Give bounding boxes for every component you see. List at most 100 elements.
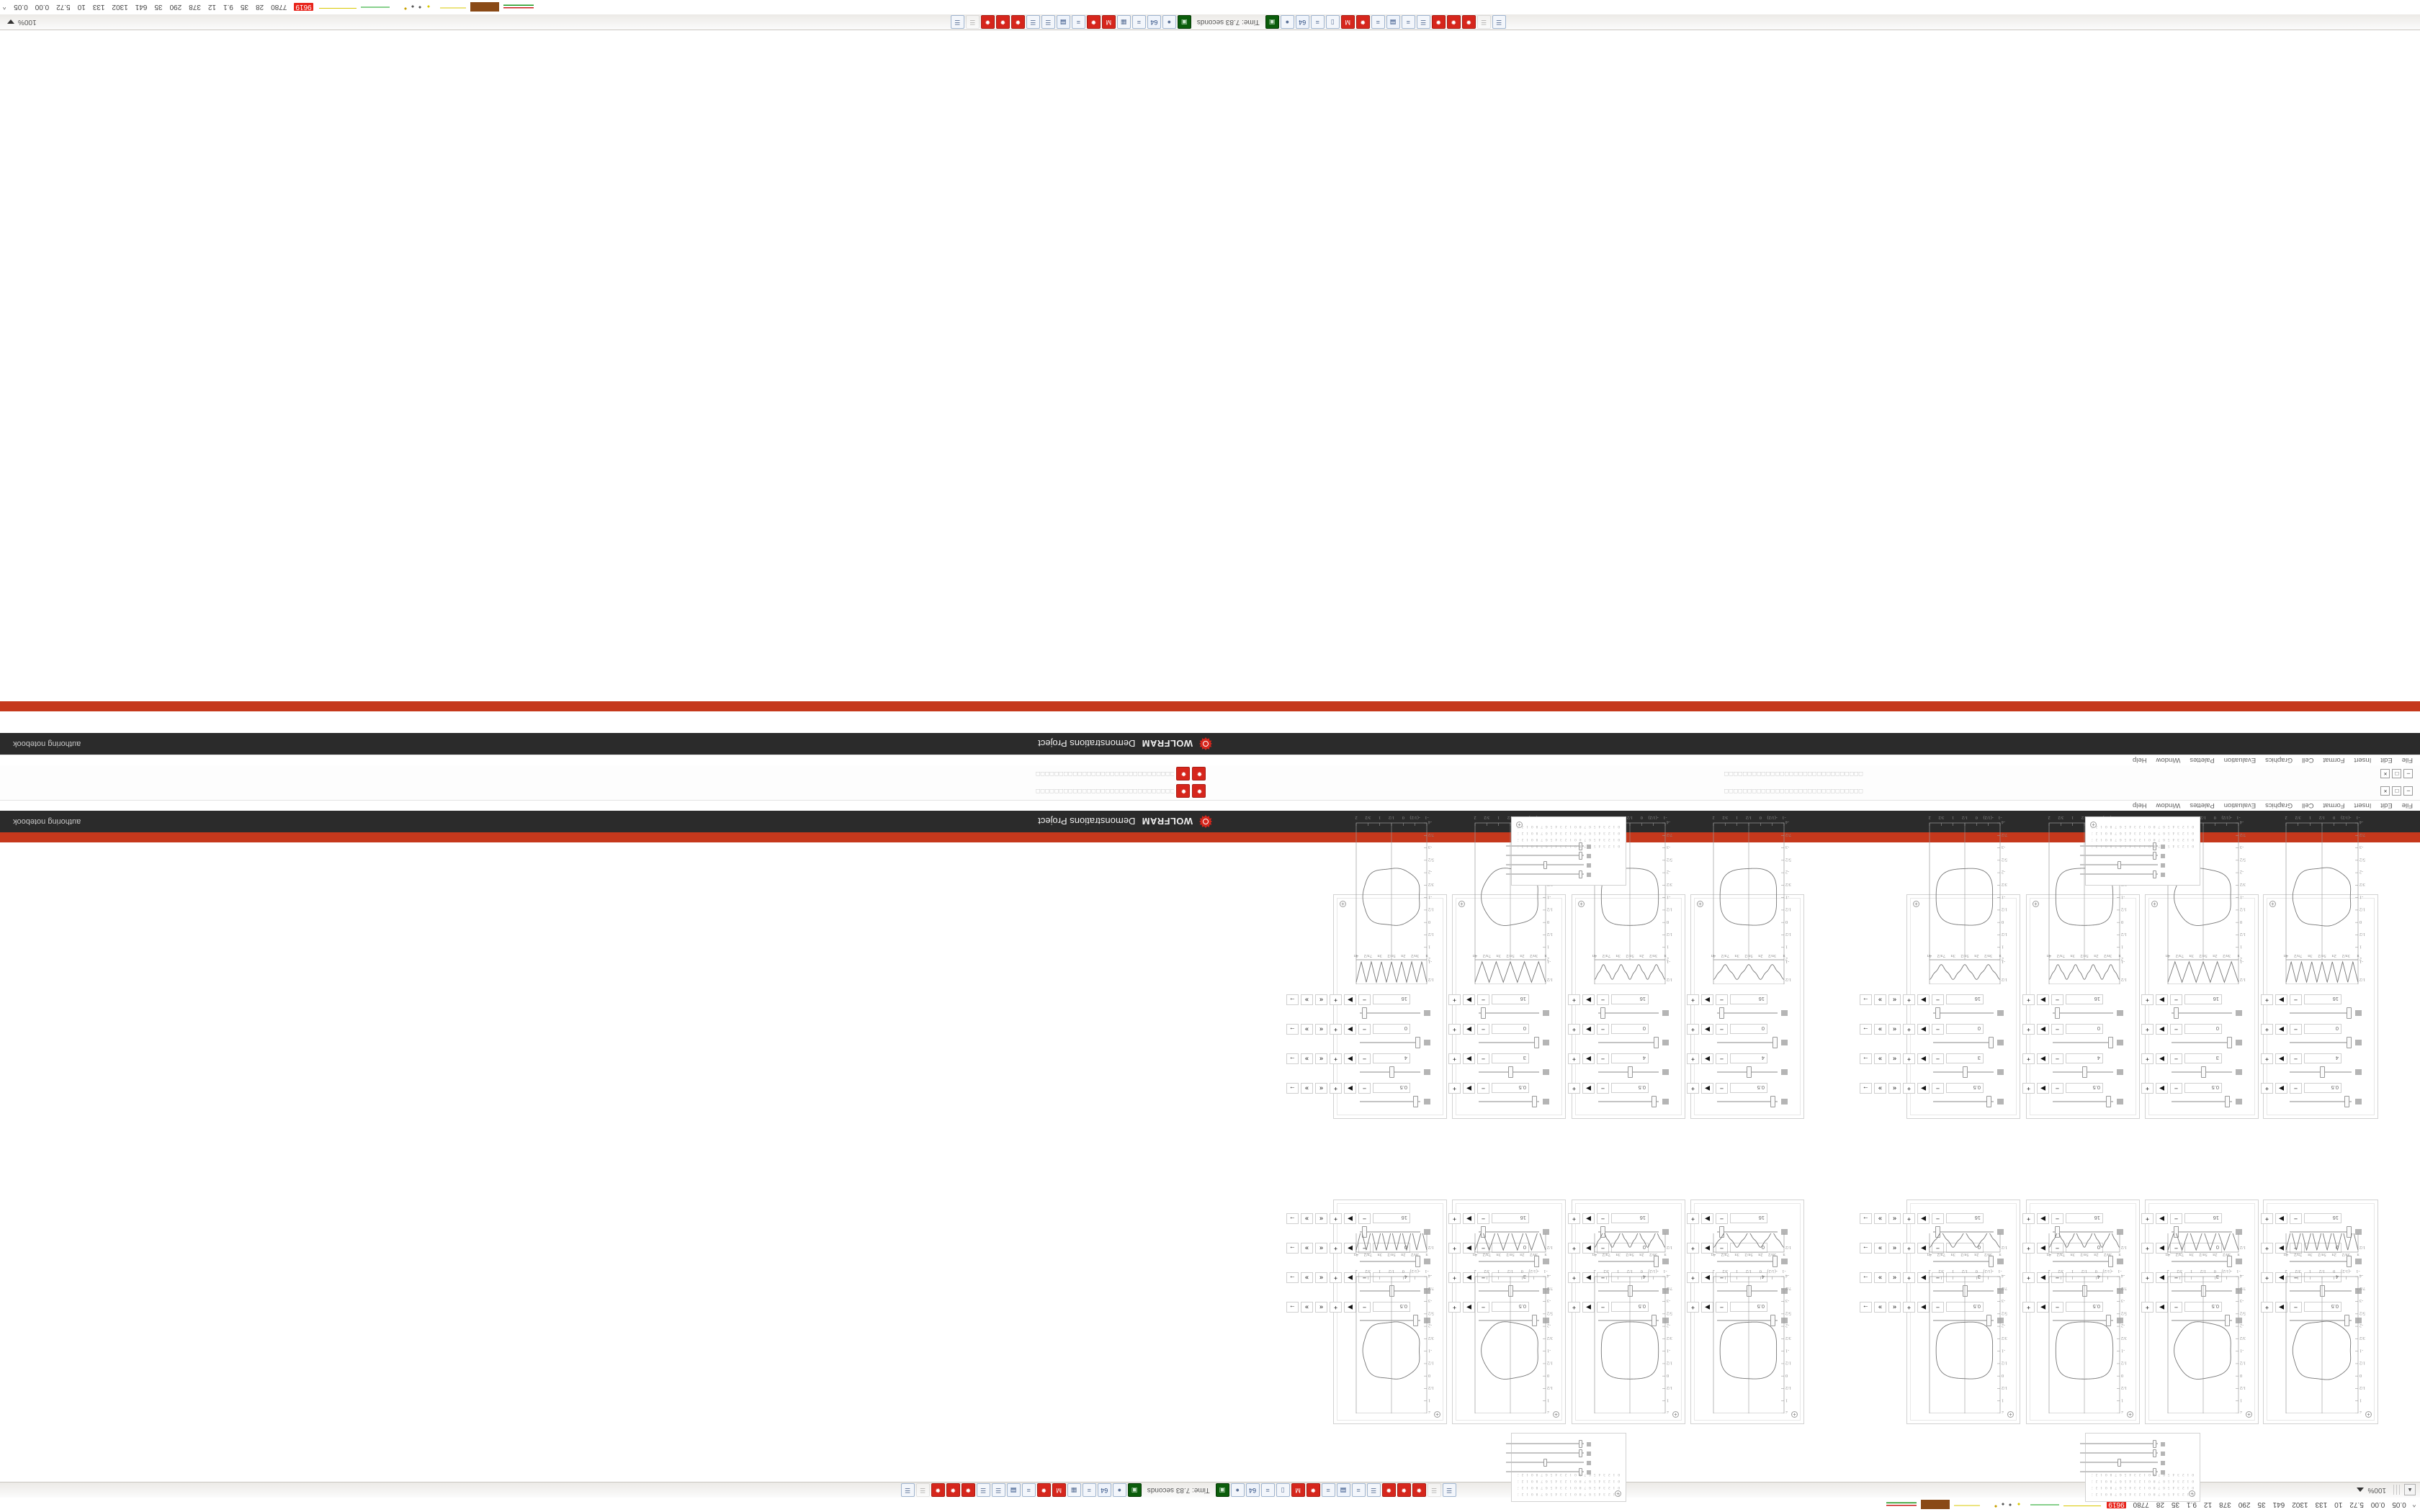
slider-value-field[interactable]: 16 bbox=[2066, 1213, 2103, 1224]
chevron-down-icon[interactable] bbox=[6, 19, 14, 24]
wolfram-spikey-icon[interactable]: ✹ bbox=[1355, 15, 1370, 29]
reset-button[interactable]: → bbox=[1860, 1272, 1872, 1283]
increment-button[interactable]: + bbox=[2022, 1024, 2035, 1035]
zoom-widget-2[interactable]: 100% bbox=[6, 18, 37, 26]
slider-row[interactable] bbox=[2080, 1458, 2192, 1467]
increment-button[interactable]: + bbox=[1687, 1053, 1699, 1064]
manipulate-palette-window[interactable]: + 0 1 2 3 4 5 6 7 8 0 1 2 3 4 5 6 7 8 0 … bbox=[1506, 1433, 1626, 1502]
slider-track[interactable] bbox=[1506, 1452, 1584, 1454]
collapse-slider-icon[interactable] bbox=[2355, 1010, 2362, 1016]
notebook-toolstrip-lower[interactable]: – □ × □□□□□□□□□□□□□□□□□□□□□□□□□□□□□□ ✹ ✹… bbox=[0, 765, 2420, 783]
reset-button[interactable]: → bbox=[1286, 1083, 1299, 1094]
book-icon[interactable]: ▤ bbox=[1056, 15, 1070, 29]
slider-row[interactable]: 0 −▶+«»→ bbox=[1286, 1020, 1436, 1049]
play-button[interactable]: ▶ bbox=[1344, 1053, 1356, 1064]
collapse-slider-icon[interactable] bbox=[1543, 1010, 1549, 1016]
slider-value-field[interactable]: 4 bbox=[1611, 1053, 1649, 1064]
slider-control-block[interactable]: 0.5 −▶+«»→ 3 −▶+«»→ 0 −▶+«»→ 16 −▶+«»→ bbox=[1860, 990, 2009, 1108]
slider-thumb[interactable] bbox=[1654, 1037, 1659, 1048]
slider-value-field[interactable]: 0.5 bbox=[2304, 1083, 2341, 1094]
book-icon[interactable]: ▤ bbox=[1386, 15, 1400, 29]
slider-value-field[interactable]: 16 bbox=[1492, 994, 1529, 1005]
slider-thumb[interactable] bbox=[1627, 1066, 1633, 1078]
play-button[interactable]: ▶ bbox=[2275, 1024, 2287, 1035]
play-button[interactable]: ▶ bbox=[1463, 1024, 1475, 1035]
slider-value-field[interactable]: 16 bbox=[2304, 994, 2341, 1005]
slider-button-row[interactable]: 16 −▶+«»→ bbox=[1286, 1213, 1410, 1224]
notepad-icon[interactable]: ≡ bbox=[1071, 15, 1085, 29]
increment-button[interactable]: + bbox=[1687, 1272, 1699, 1283]
menu-item-help[interactable]: Help bbox=[2133, 801, 2147, 810]
slider-value-field[interactable]: 16 bbox=[2184, 1213, 2222, 1224]
increment-button[interactable]: + bbox=[1687, 994, 1699, 1005]
increment-button[interactable]: + bbox=[1448, 1243, 1461, 1254]
slider-thumb[interactable] bbox=[1989, 1037, 1994, 1048]
slider-row[interactable]: 16 −▶+«»→ bbox=[1860, 990, 2009, 1020]
slider-button-row[interactable]: 4 −▶+«»→ bbox=[1286, 1053, 1410, 1064]
slider-row[interactable]: 16 −▶+«»→ bbox=[1979, 990, 2129, 1020]
slider-thumb[interactable] bbox=[1481, 1007, 1487, 1019]
plot-graphics[interactable]: -1 -(1/2) 0 1/2 1 3/2 2 2 1 1/2 0 - bbox=[1345, 804, 1434, 984]
slider-value-field[interactable]: 4 bbox=[2066, 1053, 2103, 1064]
decrement-button[interactable]: − bbox=[2170, 994, 2182, 1005]
collapse-slider-icon[interactable] bbox=[2161, 873, 2165, 877]
slider-value-field[interactable]: 4 bbox=[1373, 1053, 1410, 1064]
slider-control-block[interactable]: 0.5 −▶+«»→ 4 −▶+«»→ 0 −▶+«»→ 16 −▶+«»→ bbox=[1644, 990, 1793, 1108]
slider-thumb[interactable] bbox=[1578, 1449, 1582, 1457]
collapse-slider-icon[interactable] bbox=[1424, 1040, 1430, 1045]
decrement-button[interactable]: − bbox=[1358, 1024, 1371, 1035]
collapse-slider-icon[interactable] bbox=[1997, 1040, 2004, 1045]
slider-track[interactable] bbox=[1360, 1012, 1420, 1014]
increment-button[interactable]: + bbox=[2141, 1024, 2154, 1035]
collapse-slider-icon[interactable] bbox=[2161, 1442, 2165, 1446]
expand-panel-icon[interactable]: + bbox=[2007, 1411, 2014, 1418]
plot-graphics[interactable]: -1 -(1/2) 0 1/2 1 3/2 2 2 1 1/2 0 - bbox=[2275, 1233, 2365, 1413]
decrement-button[interactable]: − bbox=[1932, 994, 1944, 1005]
play-button[interactable]: ▶ bbox=[2037, 1213, 2049, 1224]
step-down-button[interactable]: » bbox=[1874, 994, 1886, 1005]
collapse-slider-icon[interactable] bbox=[2117, 1040, 2123, 1045]
document-dim-icon[interactable]: ☰ bbox=[1476, 15, 1491, 29]
decrement-button[interactable]: − bbox=[1716, 994, 1728, 1005]
slider-row[interactable]: 3 −▶+«»→ bbox=[1405, 1049, 1555, 1079]
taskbar-icon-group-d[interactable]: ▣ ● 64 ≡ ▦ M ✹ ≡ ▤ ☰ ☰ ✹ ✹ ✹ ☰ ☰ bbox=[950, 15, 1191, 29]
notepad-icon[interactable]: ≡ bbox=[1351, 1483, 1366, 1497]
increment-button[interactable]: + bbox=[2261, 1243, 2273, 1254]
increment-button[interactable]: + bbox=[1330, 1024, 1342, 1035]
menu-item-help[interactable]: Help bbox=[2133, 756, 2147, 765]
play-button[interactable]: ▶ bbox=[1582, 1053, 1595, 1064]
floppy-save-icon[interactable]: 64 bbox=[1245, 1483, 1260, 1497]
wolfram-spikey-icon[interactable]: ✹ bbox=[1036, 1483, 1051, 1497]
play-button[interactable]: ▶ bbox=[1344, 1083, 1356, 1094]
slider-value-field[interactable]: 0.5 bbox=[1611, 1083, 1649, 1094]
slider-row[interactable]: 16 −▶+«»→ bbox=[1525, 990, 1675, 1020]
slider-value-field[interactable]: 16 bbox=[1492, 1213, 1529, 1224]
decrement-button[interactable]: − bbox=[1477, 1053, 1489, 1064]
slider-value-field[interactable]: 16 bbox=[2066, 994, 2103, 1005]
manipulate-panel[interactable]: + 0.5 −▶+«»→ 4 −▶+«»→ 0 −▶+«»→ bbox=[1644, 815, 1804, 1119]
slider-thumb[interactable] bbox=[1543, 1459, 1547, 1467]
menu-item-file[interactable]: File bbox=[2401, 756, 2413, 765]
wolfram-spikey-icon[interactable]: ✹ bbox=[1176, 784, 1191, 798]
close-button[interactable]: × bbox=[2380, 786, 2390, 796]
decrement-button[interactable]: − bbox=[1597, 1024, 1609, 1035]
increment-button[interactable]: + bbox=[1568, 1272, 1580, 1283]
play-button[interactable]: ▶ bbox=[1701, 1053, 1713, 1064]
decrement-button[interactable]: − bbox=[2051, 1053, 2063, 1064]
collapse-slider-icon[interactable] bbox=[1543, 1069, 1549, 1075]
notebook-toolstrip-upper[interactable]: – □ × □□□□□□□□□□□□□□□□□□□□□□□□□□□□□□ ✹ ✹… bbox=[0, 783, 2420, 800]
reset-button[interactable]: → bbox=[1286, 1024, 1299, 1035]
slider-thumb[interactable] bbox=[1651, 1096, 1657, 1107]
decrement-button[interactable]: − bbox=[1716, 1024, 1728, 1035]
decrement-button[interactable]: − bbox=[1477, 994, 1489, 1005]
increment-button[interactable]: + bbox=[1687, 1243, 1699, 1254]
firefox-icon[interactable]: ● bbox=[1230, 1483, 1245, 1497]
slider-thumb[interactable] bbox=[2174, 1007, 2179, 1019]
play-button[interactable]: ▶ bbox=[1917, 1024, 1930, 1035]
collapse-slider-icon[interactable] bbox=[1424, 1069, 1430, 1075]
collapse-slider-icon[interactable] bbox=[1997, 1099, 2004, 1104]
mathematica-icon[interactable]: M bbox=[1101, 15, 1116, 29]
collapse-slider-icon[interactable] bbox=[2117, 1010, 2123, 1016]
slider-value-field[interactable]: 0.5 bbox=[1373, 1083, 1410, 1094]
expand-panel-icon[interactable]: + bbox=[1791, 1411, 1798, 1418]
